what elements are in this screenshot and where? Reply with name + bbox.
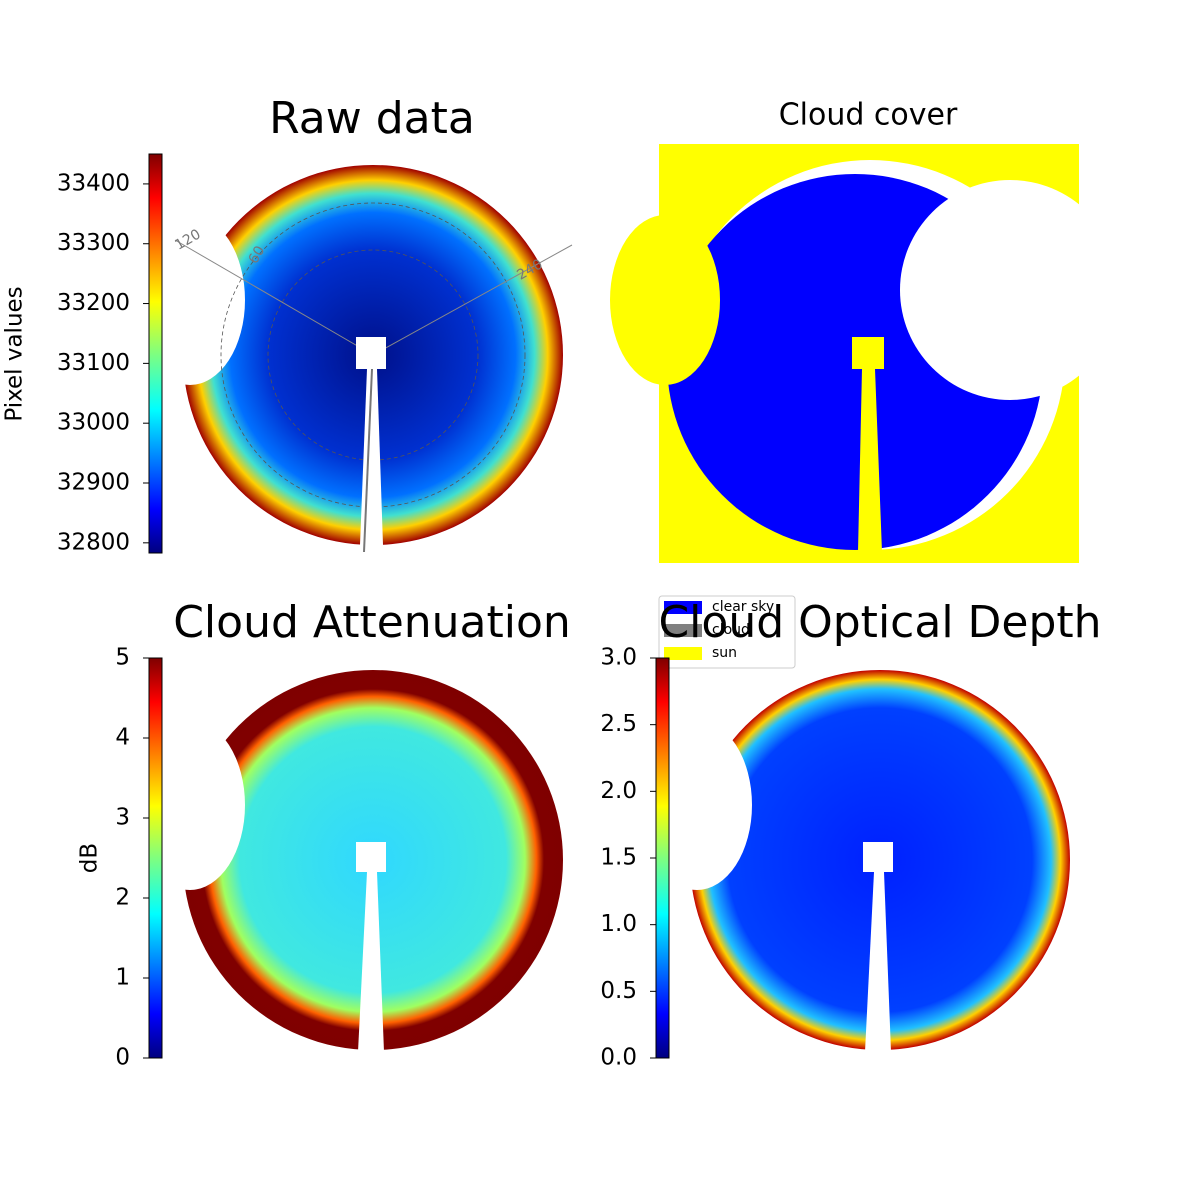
colorbar-label: Pixel values (2, 286, 28, 421)
panel-title: Cloud Attenuation (173, 597, 571, 648)
colorbar-tick-label: 1 (115, 965, 130, 991)
colorbar-tick-label: 0 (115, 1045, 130, 1071)
colorbar-tick-label: 2.0 (600, 778, 637, 804)
legend-swatch (664, 647, 702, 660)
colorbar (148, 153, 163, 554)
legend-swatch (664, 624, 702, 637)
legend-label: sun (712, 645, 737, 661)
colorbar-tick-label: 32800 (57, 529, 130, 555)
colorbar (655, 657, 670, 1059)
colorbar-tick-label: 33000 (57, 410, 130, 436)
colorbar-tick-label: 2 (115, 885, 130, 911)
colorbar-tick-label: 32900 (57, 470, 130, 496)
attenuation-image (135, 670, 563, 1052)
colorbar-tick-label: 0.5 (600, 978, 637, 1004)
legend-label: clear sky (712, 599, 774, 615)
cloud-cover-image (610, 144, 1120, 563)
colorbar-tick-label: 0.0 (600, 1045, 637, 1071)
colorbar-tick-label: 4 (115, 725, 130, 751)
panel-title: Cloud cover (779, 98, 958, 133)
colorbar-tick-label: 1.0 (600, 911, 637, 937)
panel-title: Raw data (269, 93, 475, 144)
colorbar-tick-label: 3.0 (600, 645, 637, 671)
legend-label: cloud (712, 622, 750, 638)
angle-label: 60 (246, 243, 269, 266)
colorbar-label: dB (77, 843, 103, 873)
panel-title: Cloud Optical Depth (658, 597, 1101, 648)
optical-depth-image (642, 670, 1070, 1052)
colorbar-tick-label: 2.5 (600, 711, 637, 737)
colorbar-tick-label: 33400 (57, 170, 130, 196)
colorbar (148, 657, 163, 1059)
raw-image (135, 165, 573, 553)
colorbar-tick-label: 33100 (57, 350, 130, 376)
colorbar-tick-label: 1.5 (600, 845, 637, 871)
colorbar-tick-label: 33300 (57, 230, 130, 256)
legend-swatch (664, 601, 702, 614)
colorbar-tick-label: 3 (115, 805, 130, 831)
colorbar-tick-label: 33200 (57, 290, 130, 316)
colorbar-tick-label: 5 (115, 645, 130, 671)
